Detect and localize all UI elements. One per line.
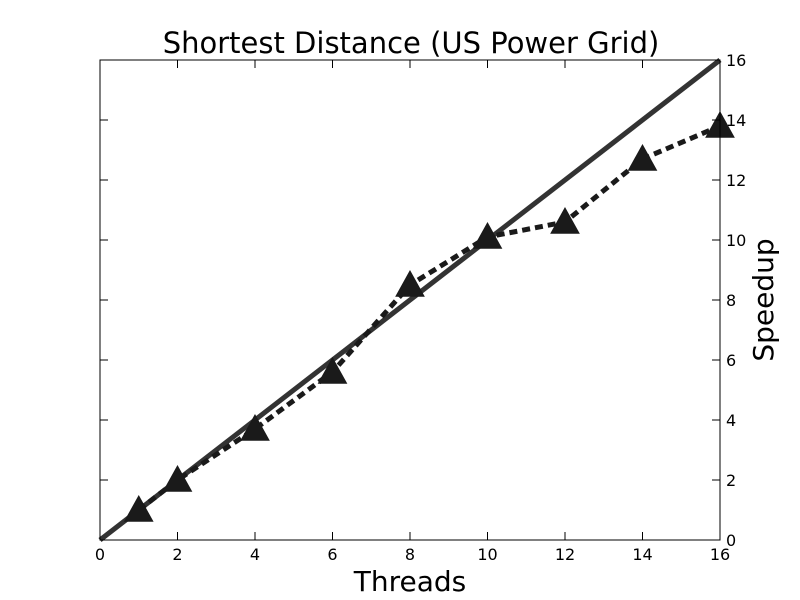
data-point-triangle	[162, 464, 193, 492]
x-tick-label: 2	[172, 545, 182, 564]
data-point-triangle	[550, 206, 580, 234]
plot-series	[98, 58, 735, 542]
x-tick-label: 12	[555, 545, 575, 564]
x-tick-label: 10	[477, 545, 497, 564]
chart-title: Shortest Distance (US Power Grid)	[163, 26, 660, 60]
x-tick-label: 0	[95, 545, 105, 564]
data-point-triangle	[472, 221, 503, 249]
x-tick-label: 16	[710, 545, 730, 564]
x-tick-label: 14	[632, 545, 652, 564]
y-tick-label: 2	[726, 471, 736, 490]
ideal-speedup-line	[98, 58, 722, 542]
data-point-triangle	[317, 356, 348, 384]
y-axis-label: Speedup	[747, 238, 780, 361]
y-tick-label: 6	[726, 351, 736, 370]
x-tick-label: 4	[250, 545, 260, 564]
y-tick-label: 4	[726, 411, 736, 430]
y-tick-label: 8	[726, 291, 736, 310]
y-axis-ticks: 0 2 4 6 8 10 12 14 16	[100, 51, 746, 550]
data-point-triangle	[240, 413, 270, 441]
measured-speedup-line	[137, 123, 721, 512]
x-axis-label: Threads	[353, 565, 467, 598]
y-tick-label: 12	[726, 171, 746, 190]
data-point-triangle	[123, 494, 154, 522]
x-tick-label: 8	[405, 545, 415, 564]
y-tick-label: 16	[726, 51, 746, 70]
y-tick-label: 0	[726, 531, 736, 550]
x-axis-ticks: 0 2 4 6 8 10 12 14 16	[95, 60, 730, 564]
data-point-triangle	[627, 143, 658, 171]
y-tick-label: 10	[726, 231, 746, 250]
y-tick-label: 14	[726, 111, 746, 130]
data-point-triangle	[395, 269, 425, 297]
x-tick-label: 6	[327, 545, 337, 564]
